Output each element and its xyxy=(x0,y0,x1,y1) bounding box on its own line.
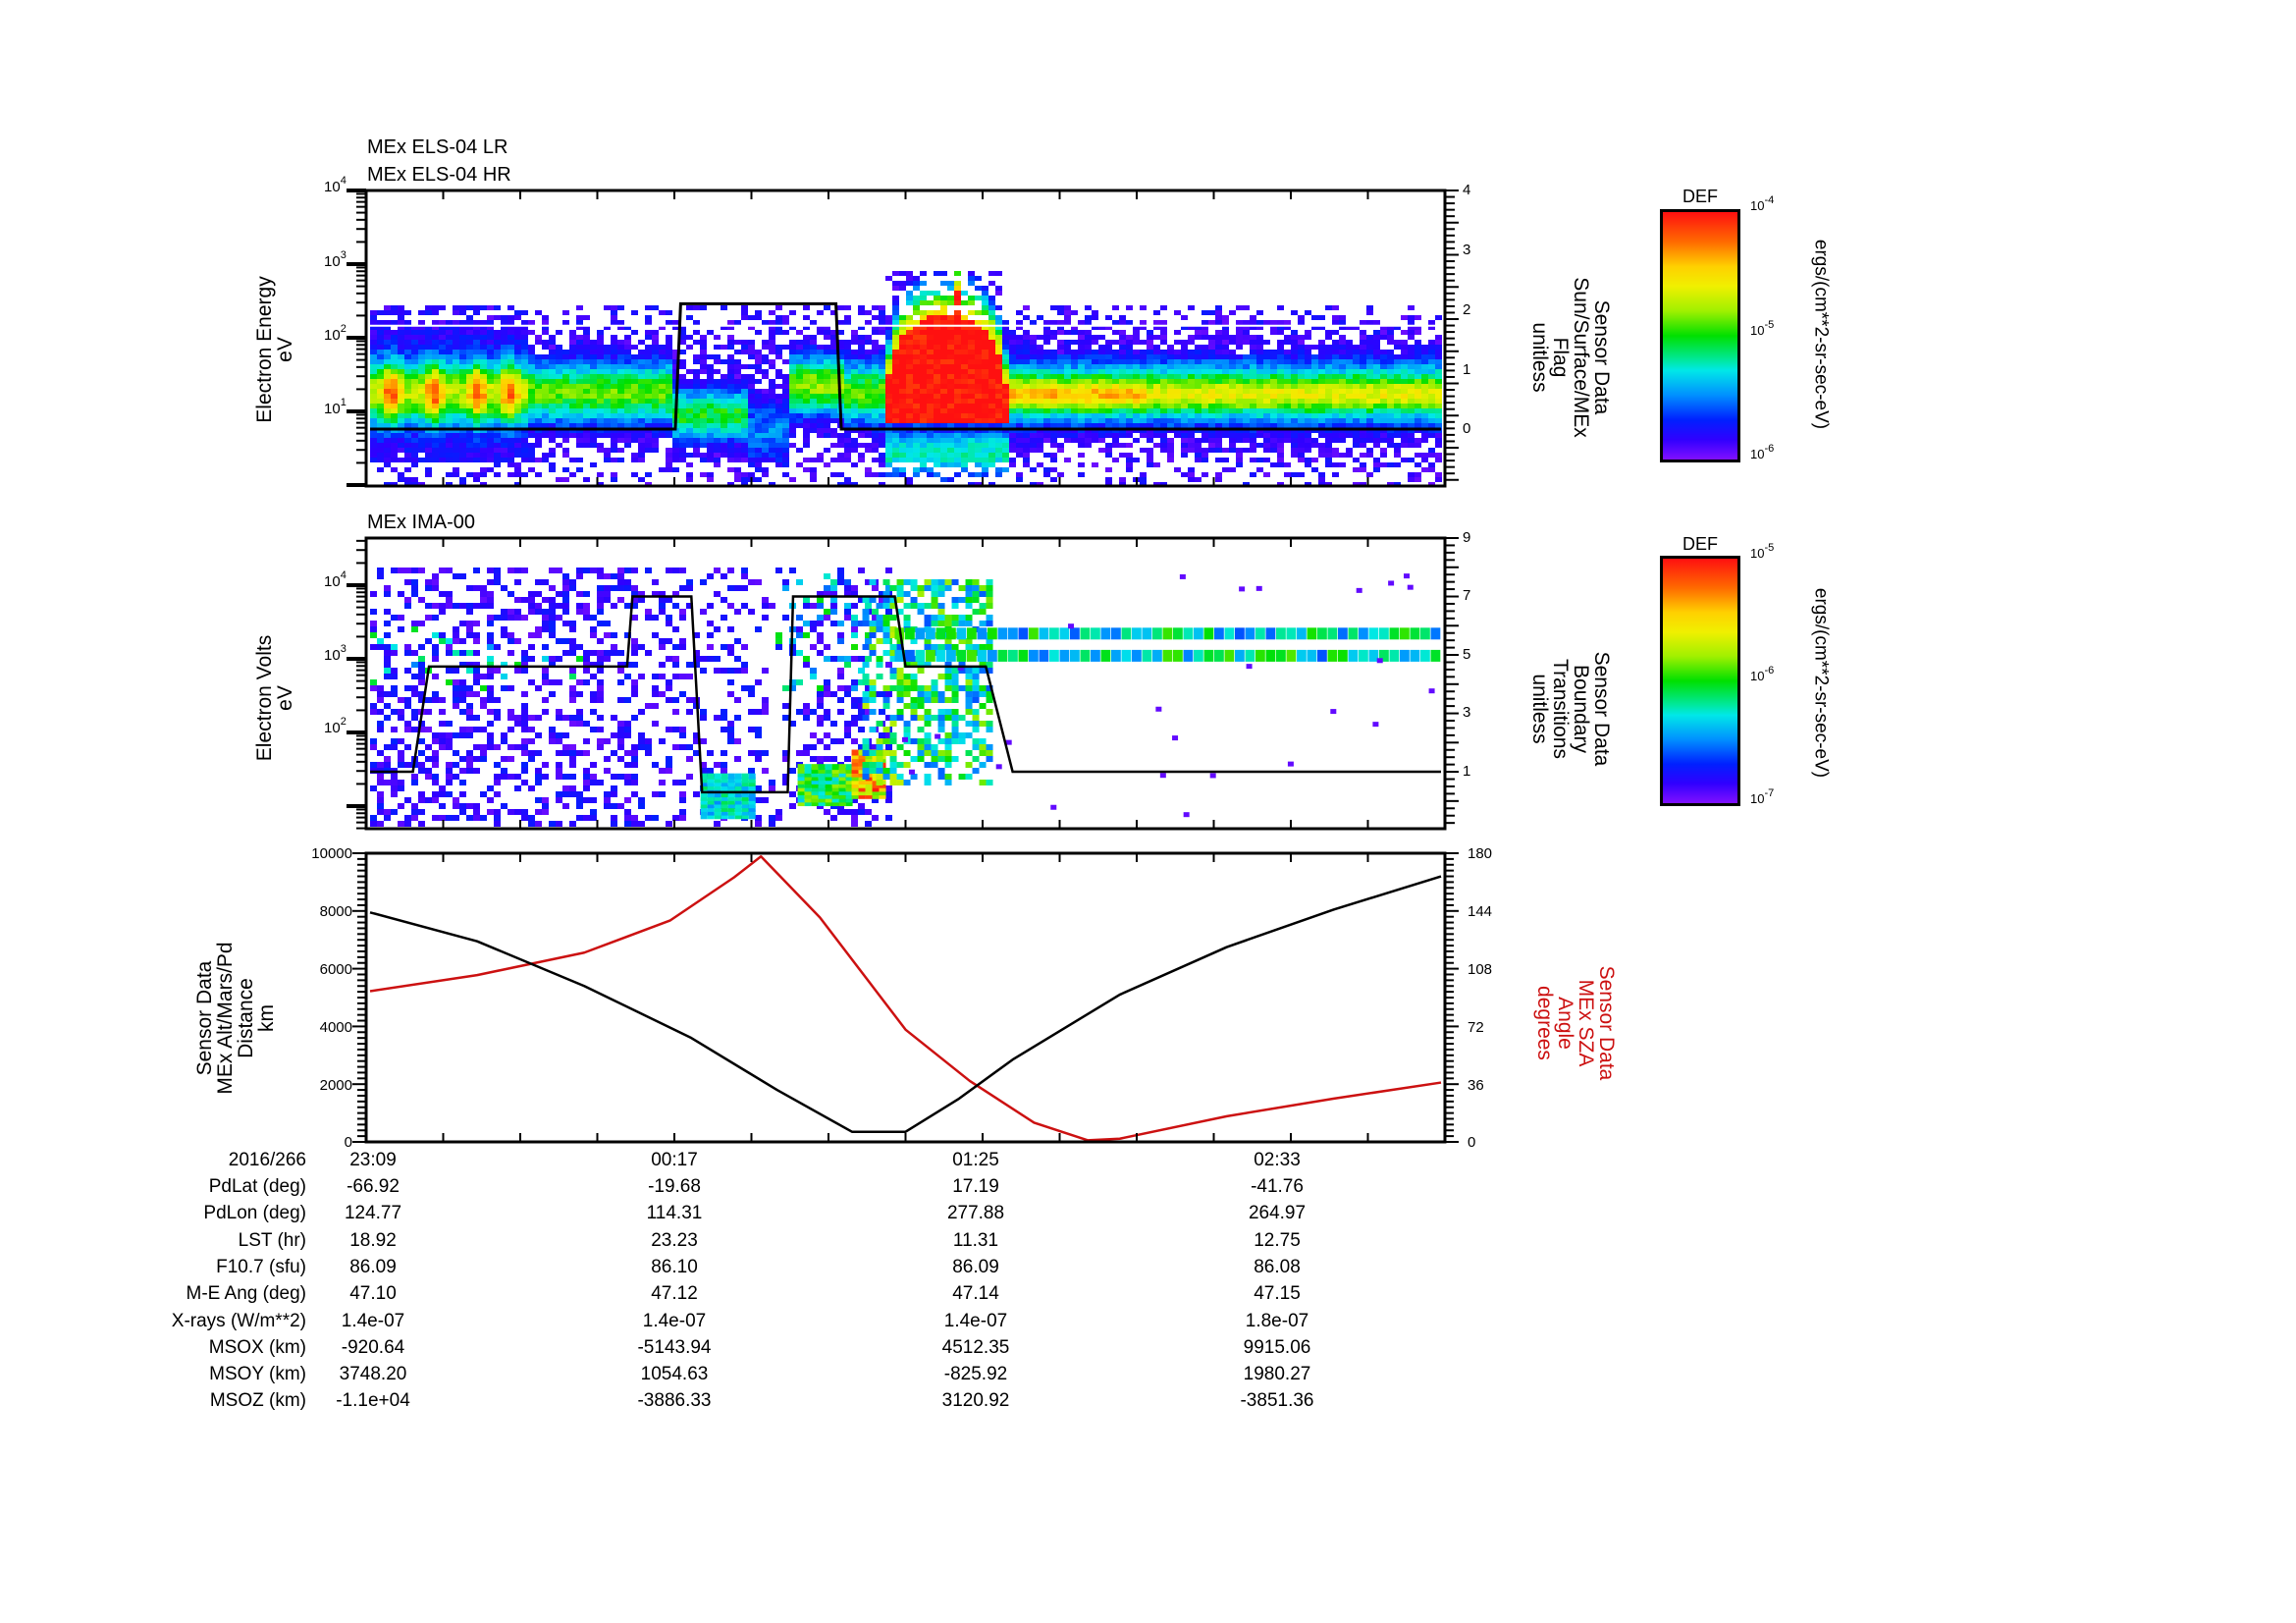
ephem-cell: 23.23 xyxy=(651,1229,698,1251)
ephem-cell: -41.76 xyxy=(1251,1176,1304,1197)
els-y2tick-0: 0 xyxy=(1463,420,1471,437)
ephem-cell: 264.97 xyxy=(1248,1203,1307,1224)
orbit-y2tick-144: 144 xyxy=(1468,903,1493,920)
ephem-cell: 1.4e-07 xyxy=(642,1310,707,1331)
ephem-cell: 3748.20 xyxy=(339,1364,407,1385)
ima-title: MEx IMA-00 xyxy=(367,512,476,533)
orbit-y2tick-108: 108 xyxy=(1468,961,1493,978)
ephem-cell: -3851.36 xyxy=(1240,1390,1314,1412)
ima-y2tick-5: 5 xyxy=(1463,646,1471,663)
ephem-row-label: M-E Ang (deg) xyxy=(186,1283,307,1305)
orbit-y2tick-0: 0 xyxy=(1468,1134,1476,1151)
ima-y2tick-3: 3 xyxy=(1463,704,1471,721)
els-ytick-1e1: 101 xyxy=(324,397,347,417)
ephem-row-label: MSOX (km) xyxy=(208,1336,306,1358)
ima-cb-tick-top: 10-5 xyxy=(1750,542,1775,561)
ephem-time-3: 02:33 xyxy=(1254,1150,1301,1170)
ephem-cell: 9915.06 xyxy=(1243,1336,1311,1358)
ephem-row-label: MSOZ (km) xyxy=(209,1390,306,1412)
ephem-cell: 3120.92 xyxy=(941,1390,1010,1412)
orbit-y2tick-36: 36 xyxy=(1468,1077,1484,1094)
orbit-ytick-8000: 8000 xyxy=(319,903,352,920)
ephem-cell: 114.31 xyxy=(646,1203,703,1224)
els-title-hr: MEx ELS-04 HR xyxy=(367,164,511,186)
els-ytick-1e4: 104 xyxy=(324,175,347,195)
ephem-row-label: X-rays (W/m**2) xyxy=(171,1310,306,1331)
ima-ytick-1e4: 104 xyxy=(324,569,347,590)
els-colorbar xyxy=(1660,209,1740,462)
els-cb-tick-bot: 10-6 xyxy=(1750,443,1775,461)
ephem-cell: 47.12 xyxy=(651,1283,698,1305)
els-cb-tick-mid: 10-5 xyxy=(1750,319,1775,338)
ima-ytick-1e2: 102 xyxy=(324,716,347,736)
ephem-row-label: F10.7 (sfu) xyxy=(216,1256,306,1277)
ephem-cell: 86.10 xyxy=(651,1256,698,1277)
ima-cb-tick-mid: 10-6 xyxy=(1750,665,1775,683)
ephem-cell: -1.1e+04 xyxy=(336,1390,410,1412)
ephem-cell: 124.77 xyxy=(344,1203,402,1224)
orbit-ytick-4000: 4000 xyxy=(319,1019,352,1036)
orbit-y2tick-72: 72 xyxy=(1468,1019,1484,1036)
orbit-ylabel: Sensor Data MEx Alt/Mars/Pd Distance km xyxy=(193,942,278,1095)
ephem-cell: 4512.35 xyxy=(941,1336,1010,1358)
orbit-ytick-2000: 2000 xyxy=(319,1077,352,1094)
ephem-cell: 1980.27 xyxy=(1243,1364,1311,1385)
ephem-date: 2016/266 xyxy=(228,1150,306,1170)
els-y2tick-3: 3 xyxy=(1463,242,1471,258)
ephem-row-label: MSOY (km) xyxy=(209,1364,306,1385)
ephem-cell: 17.19 xyxy=(952,1176,999,1197)
ima-colorbar-title: DEF xyxy=(1682,534,1718,554)
els-y2tick-1: 1 xyxy=(1463,361,1471,378)
ephem-row-label: LST (hr) xyxy=(238,1229,306,1251)
ephem-cell: 18.92 xyxy=(349,1229,397,1251)
ima-ytick-1e3: 103 xyxy=(324,643,347,664)
ima-y2tick-9: 9 xyxy=(1463,529,1471,546)
ephem-time-1: 00:17 xyxy=(651,1150,698,1170)
ephem-cell: 86.09 xyxy=(349,1256,397,1277)
ephem-cell: -825.92 xyxy=(943,1364,1008,1385)
ephem-cell: -920.64 xyxy=(341,1336,405,1358)
ephem-cell: 86.08 xyxy=(1254,1256,1301,1277)
els-cb-tick-top: 10-4 xyxy=(1750,194,1775,213)
els-colorbar-title: DEF xyxy=(1682,187,1718,206)
ima-y2tick-1: 1 xyxy=(1463,763,1471,780)
ephem-cell: -19.68 xyxy=(648,1176,701,1197)
els-title-lr: MEx ELS-04 LR xyxy=(367,136,508,158)
orbit-ytick-6000: 6000 xyxy=(319,961,352,978)
ima-cb-tick-bot: 10-7 xyxy=(1750,787,1775,806)
els-ytick-1e3: 103 xyxy=(324,249,347,270)
ephem-cell: 277.88 xyxy=(946,1203,1005,1224)
ima-y2tick-7: 7 xyxy=(1463,587,1471,604)
ephem-cell: 86.09 xyxy=(952,1256,999,1277)
orbit-ytick-10000: 10000 xyxy=(311,845,352,862)
orbit-y2label: Sensor Data MEx SZA Angle degrees xyxy=(1533,965,1618,1081)
ima-colorbar xyxy=(1660,556,1740,806)
ephem-cell: 47.10 xyxy=(349,1283,397,1305)
els-y2tick-2: 2 xyxy=(1463,301,1471,318)
els-y2tick-4: 4 xyxy=(1463,182,1471,198)
els-ytick-1e2: 102 xyxy=(324,323,347,344)
ephem-cell: 12.75 xyxy=(1254,1229,1301,1251)
ephem-row-label: PdLat (deg) xyxy=(208,1176,306,1197)
ephem-row-label: PdLon (deg) xyxy=(203,1203,306,1224)
ephem-cell: 11.31 xyxy=(952,1229,999,1251)
ephem-cell: -5143.94 xyxy=(637,1336,712,1358)
ephem-cell: -3886.33 xyxy=(637,1390,712,1412)
orbit-ytick-0: 0 xyxy=(344,1134,352,1151)
ephem-cell: 47.15 xyxy=(1254,1283,1301,1305)
ephem-time-2: 01:25 xyxy=(952,1150,999,1170)
ephem-cell: 1.4e-07 xyxy=(341,1310,405,1331)
ephem-cell: 47.14 xyxy=(952,1283,999,1305)
ephem-time-0: 23:09 xyxy=(349,1150,397,1170)
ephem-cell: -66.92 xyxy=(347,1176,400,1197)
orbit-y2tick-180: 180 xyxy=(1468,845,1493,862)
ephem-cell: 1.4e-07 xyxy=(943,1310,1008,1331)
ephem-cell: 1054.63 xyxy=(640,1364,709,1385)
ephem-cell: 1.8e-07 xyxy=(1245,1310,1309,1331)
